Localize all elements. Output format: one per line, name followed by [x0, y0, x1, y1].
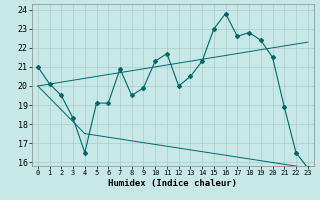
X-axis label: Humidex (Indice chaleur): Humidex (Indice chaleur) [108, 179, 237, 188]
